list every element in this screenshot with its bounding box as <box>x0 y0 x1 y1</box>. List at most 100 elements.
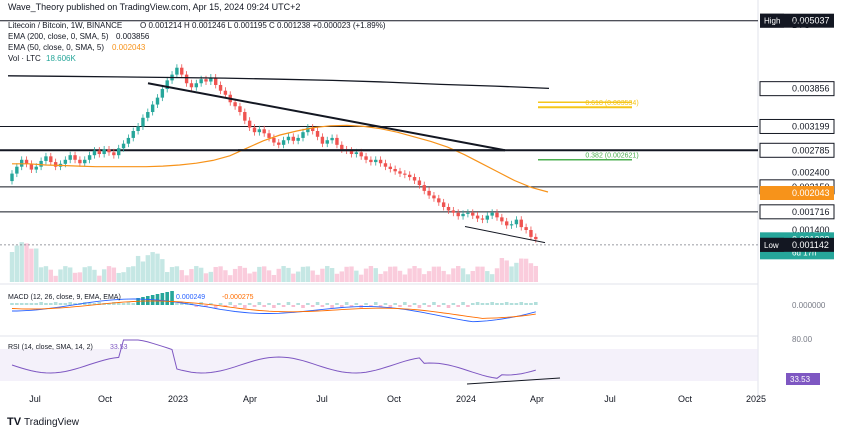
candle-body <box>340 144 344 150</box>
candlesticks <box>10 64 538 243</box>
volume-bar <box>446 274 451 282</box>
candle-body <box>281 140 286 145</box>
candle-body <box>24 159 29 164</box>
rsi-axis-value: 33.53 <box>790 375 811 384</box>
rsi-band <box>0 349 758 381</box>
ema50-line <box>12 124 549 193</box>
volume-bar <box>460 268 466 282</box>
candle-body <box>417 180 422 186</box>
candle-body <box>495 212 499 218</box>
candle-body <box>117 148 121 156</box>
volume-bar <box>53 275 58 282</box>
macd-histogram-bar <box>243 305 247 308</box>
macd-histogram-bar <box>24 303 29 305</box>
macd-histogram-bar <box>15 303 19 305</box>
candle-body <box>107 149 111 153</box>
volume-bar <box>208 271 214 282</box>
volume-bar <box>373 268 378 282</box>
macd-histogram-bar <box>330 305 334 308</box>
macd-histogram-bar <box>310 305 315 307</box>
x-tick-label: 2025 <box>746 394 766 404</box>
macd-histogram-bar <box>369 305 373 307</box>
price-label-text: 0.003199 <box>792 121 830 131</box>
macd-histogram-bar <box>432 302 436 305</box>
macd-histogram-bar <box>92 303 97 305</box>
volume-bar <box>514 262 519 282</box>
price-label-text: 0.005037 <box>792 16 830 26</box>
volume-bar <box>281 266 286 282</box>
candle-body <box>354 152 359 155</box>
candle-body <box>466 212 470 214</box>
candle-body <box>505 221 509 226</box>
volume-bar <box>325 266 330 282</box>
macd-histogram-bar <box>160 293 165 305</box>
macd-histogram-bar <box>112 302 116 305</box>
candle-body <box>403 173 407 175</box>
macd-histogram-bar <box>441 303 446 305</box>
candle-body <box>335 137 339 145</box>
macd-histogram-bar <box>500 303 504 305</box>
macd-histogram-bar <box>388 305 393 308</box>
candle-body <box>378 159 383 164</box>
macd-histogram-bar <box>10 303 14 305</box>
price-label-text: 0.002043 <box>792 188 830 198</box>
macd-histogram-bar <box>354 303 359 305</box>
candle-body <box>68 155 72 160</box>
brand-name: TradingView <box>24 417 80 428</box>
volume-bar <box>480 266 485 282</box>
volume-bar <box>334 273 340 282</box>
volume-bar <box>179 270 184 282</box>
volume-bar <box>286 267 291 282</box>
macd-histogram-bar <box>504 302 509 305</box>
macd-histogram-bar <box>73 303 77 305</box>
candle-body <box>194 83 198 88</box>
price-label-text: 0.001400 <box>792 225 830 235</box>
rsi-divergence-line <box>466 377 561 385</box>
volume-bar <box>354 270 359 282</box>
macd-histogram-bar <box>68 302 72 305</box>
macd-histogram-bar <box>58 303 63 305</box>
price-label-text: 0.003856 <box>792 84 830 94</box>
price-label-tag <box>760 237 784 252</box>
signal-value: -0.000275 <box>222 294 254 301</box>
candle-body <box>451 210 456 213</box>
macd-histogram-bar <box>534 302 538 305</box>
fib-level-label: 0.382 (0.002621) <box>585 153 638 160</box>
candle-body <box>471 212 475 216</box>
volume-bar <box>499 258 505 282</box>
macd-histogram-bar <box>223 305 228 307</box>
price-label-box <box>760 185 834 200</box>
volume-bar <box>368 266 374 282</box>
volume-bar <box>363 268 369 282</box>
candle-body <box>155 97 160 105</box>
volume-bar <box>38 267 44 282</box>
volume-bar <box>184 275 189 282</box>
macd-histogram-bar <box>301 305 305 308</box>
volume-bar <box>402 274 408 282</box>
candle-body <box>141 117 145 127</box>
candle-body <box>49 156 53 163</box>
macd-histogram-bar <box>218 303 223 305</box>
volume-bar <box>247 273 252 282</box>
volume-bar <box>397 270 403 282</box>
volume-bar <box>14 245 20 282</box>
ema50-value: 0.002043 <box>112 43 146 52</box>
volume-bar <box>29 248 34 282</box>
candle-body <box>34 166 38 170</box>
publisher-text: Wave_Theory published on TradingView.com… <box>8 2 300 12</box>
macd-axis-zero: 0.000000 <box>792 301 826 310</box>
volume-bar <box>300 266 306 282</box>
macd-histogram-bar <box>276 303 281 305</box>
candle-body <box>330 137 334 141</box>
macd-histogram-bar <box>87 303 92 305</box>
candle-body <box>306 127 310 133</box>
macd-histogram-bar <box>407 305 412 307</box>
macd-histogram-bar <box>451 303 456 305</box>
candle-body <box>524 227 528 230</box>
macd-histogram-bar <box>53 302 58 305</box>
macd-value: 0.000249 <box>176 294 205 301</box>
volume-bar <box>145 255 150 282</box>
macd-histogram-bar <box>121 303 126 305</box>
tradingview-logo-icon: TV <box>7 416 22 428</box>
